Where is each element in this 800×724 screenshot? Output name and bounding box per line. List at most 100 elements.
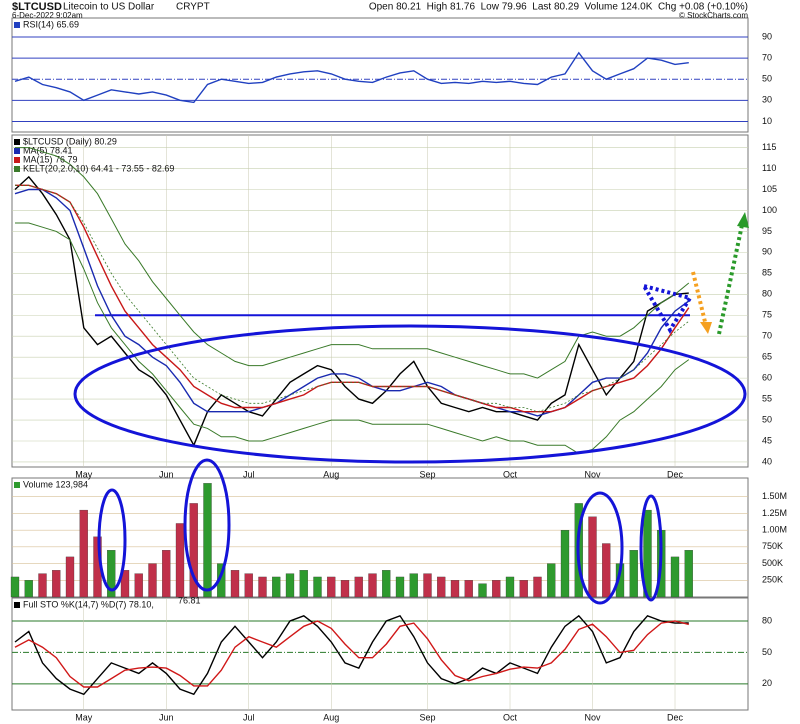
exchange: CRYPT [176, 2, 210, 13]
x-tick-label: Jun [159, 469, 174, 479]
volume-bar [382, 570, 391, 598]
y-tick-label: 60 [762, 373, 772, 383]
security-name: Litecoin to US Dollar [63, 2, 155, 13]
volume-bar [492, 580, 501, 598]
volume-bar [52, 570, 61, 598]
down-arrow-head [700, 322, 712, 334]
volume-bar [299, 570, 308, 598]
legend-swatch [14, 148, 20, 154]
legend-label: 76.81 [178, 595, 201, 605]
volume-bar [230, 570, 240, 598]
keltner-upper [15, 147, 690, 379]
series-line [14, 51, 689, 104]
volume-bar [519, 580, 528, 598]
y-tick-label: 40 [762, 456, 772, 466]
legend-label: Volume 123,984 [23, 479, 88, 489]
volume-bar [629, 550, 638, 598]
plots: 10 30 50 70 90 RSI(14) 65.69 40 45 50 55 60 65 70 75 8… [10, 19, 787, 722]
sto-panel [11, 597, 749, 711]
volume-bar [65, 556, 75, 598]
annotations [73, 212, 749, 605]
legend-swatch [14, 482, 20, 488]
legend-label: KELT(20,2.0,10) 64.41 - 73.55 - 82.69 [23, 163, 174, 173]
rsi-panel [11, 17, 749, 133]
y-tick-label: 70 [762, 52, 772, 62]
volume-bar [313, 576, 322, 598]
y-tick-label: 500K [762, 558, 783, 568]
x-tick-label: Jun [159, 712, 174, 722]
y-tick-label: 80 [762, 615, 772, 625]
volume-bar [272, 576, 281, 598]
y-tick-label: 55 [762, 393, 772, 403]
keltner-lower [15, 222, 690, 455]
y-tick-label: 95 [762, 226, 772, 236]
quote: Open 80.21 High 81.76 Low 79.96 Last 80.… [369, 2, 748, 13]
up-arrow-head [737, 212, 749, 228]
volume-bar [189, 503, 198, 598]
volume-bar [120, 570, 130, 598]
x-tick-label: Dec [667, 712, 684, 722]
volume-bar [79, 509, 88, 598]
x-tick-label: Sep [419, 712, 435, 722]
y-tick-label: 1.25M [762, 508, 787, 518]
y-tick-label: 10 [762, 116, 772, 126]
volume-bar [437, 576, 446, 598]
volume-circle [183, 458, 231, 592]
price-panel [11, 134, 749, 468]
volume-panel [11, 477, 749, 598]
y-tick-label: 90 [762, 247, 772, 257]
volume-bar [162, 550, 171, 598]
legend-label: RSI(14) 65.69 [23, 19, 79, 29]
volume-circle [576, 491, 624, 605]
x-tick-label: May [75, 712, 93, 722]
symbol: $LTCUSD [12, 1, 62, 13]
y-tick-label: 250K [762, 575, 783, 585]
volume-bar [327, 576, 336, 598]
y-tick-label: 50 [762, 647, 772, 657]
down-arrow [691, 271, 708, 327]
volume-bar [368, 573, 377, 598]
range-ellipse [73, 324, 747, 464]
series-line [15, 184, 690, 413]
y-tick-label: 75 [762, 310, 772, 320]
legend-swatch [14, 22, 20, 28]
volume-bar [107, 550, 116, 598]
volume-bar [602, 543, 611, 598]
x-tick-label: Jul [243, 712, 255, 722]
up-arrow [717, 224, 744, 335]
x-tick-label: Oct [503, 712, 518, 722]
y-tick-label: 80 [762, 289, 772, 299]
volume-bar [285, 573, 295, 598]
volume-bar [684, 550, 693, 598]
volume-bar [258, 576, 267, 598]
volume-bar [588, 516, 597, 598]
x-tick-label: Nov [584, 469, 601, 479]
volume-bar [38, 573, 47, 598]
volume-bar [24, 580, 33, 598]
y-tick-label: 115 [762, 142, 776, 152]
volume-bar [409, 573, 418, 598]
y-tick-label: 105 [762, 184, 777, 194]
volume-bar [547, 563, 556, 598]
series-line [14, 614, 689, 696]
volume-circle [97, 488, 127, 592]
volume-bar [175, 523, 185, 598]
volume-bar [340, 580, 350, 598]
legend-swatch [14, 602, 20, 608]
x-tick-label: Dec [667, 469, 684, 479]
x-tick-label: May [75, 469, 93, 479]
pennant [639, 282, 694, 334]
legend-swatch [14, 157, 20, 163]
volume-bar [423, 573, 432, 598]
x-tick-label: Aug [323, 712, 339, 722]
legend-label: Full STO %K(14,7) %D(7) 78.10, [23, 599, 154, 609]
y-tick-label: 100 [762, 205, 777, 215]
volume-bar [354, 576, 363, 598]
volume-bar [134, 573, 143, 598]
volume-bar [450, 580, 460, 598]
legend-label: MA(5) 78.41 [23, 145, 73, 155]
volume-bar [395, 576, 405, 598]
series-line [15, 184, 690, 413]
y-tick-label: 65 [762, 352, 772, 362]
